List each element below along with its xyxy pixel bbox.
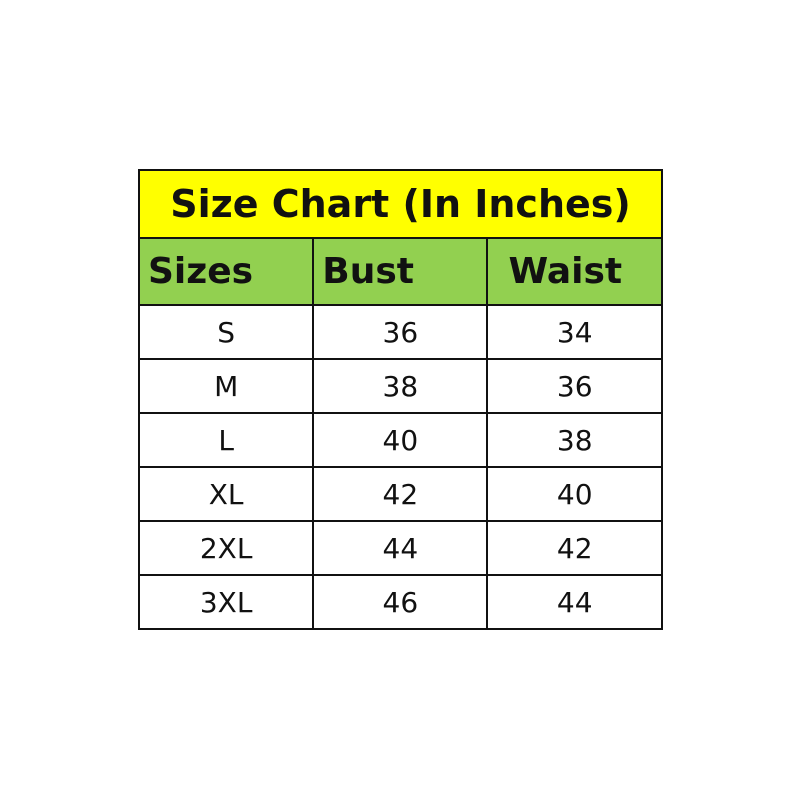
cell-size: S — [137, 304, 315, 360]
table-row: 3XL 46 44 — [137, 574, 663, 630]
table-row: S 36 34 — [137, 304, 663, 360]
header-sizes: Sizes — [137, 237, 315, 306]
cell-waist: 40 — [486, 466, 663, 522]
cell-waist: 42 — [486, 520, 663, 576]
table-row: M 38 36 — [137, 358, 663, 414]
size-chart-table: Size Chart (In Inches) Sizes Bust Waist … — [137, 169, 663, 630]
cell-size: 3XL — [137, 574, 315, 630]
cell-size: L — [137, 412, 315, 468]
header-waist: Waist — [486, 237, 663, 306]
table-row: 2XL 44 42 — [137, 520, 663, 576]
cell-bust: 40 — [312, 412, 489, 468]
table-row: L 40 38 — [137, 412, 663, 468]
cell-bust: 36 — [312, 304, 489, 360]
header-row: Sizes Bust Waist — [137, 237, 663, 306]
cell-waist: 36 — [486, 358, 663, 414]
cell-bust: 46 — [312, 574, 489, 630]
cell-bust: 44 — [312, 520, 489, 576]
cell-size: 2XL — [137, 520, 315, 576]
cell-waist: 34 — [486, 304, 663, 360]
table-row: XL 42 40 — [137, 466, 663, 522]
cell-bust: 42 — [312, 466, 489, 522]
cell-waist: 44 — [486, 574, 663, 630]
cell-bust: 38 — [312, 358, 489, 414]
header-bust: Bust — [312, 237, 489, 306]
cell-size: XL — [137, 466, 315, 522]
cell-waist: 38 — [486, 412, 663, 468]
cell-size: M — [137, 358, 315, 414]
table-title: Size Chart (In Inches) — [138, 169, 663, 239]
